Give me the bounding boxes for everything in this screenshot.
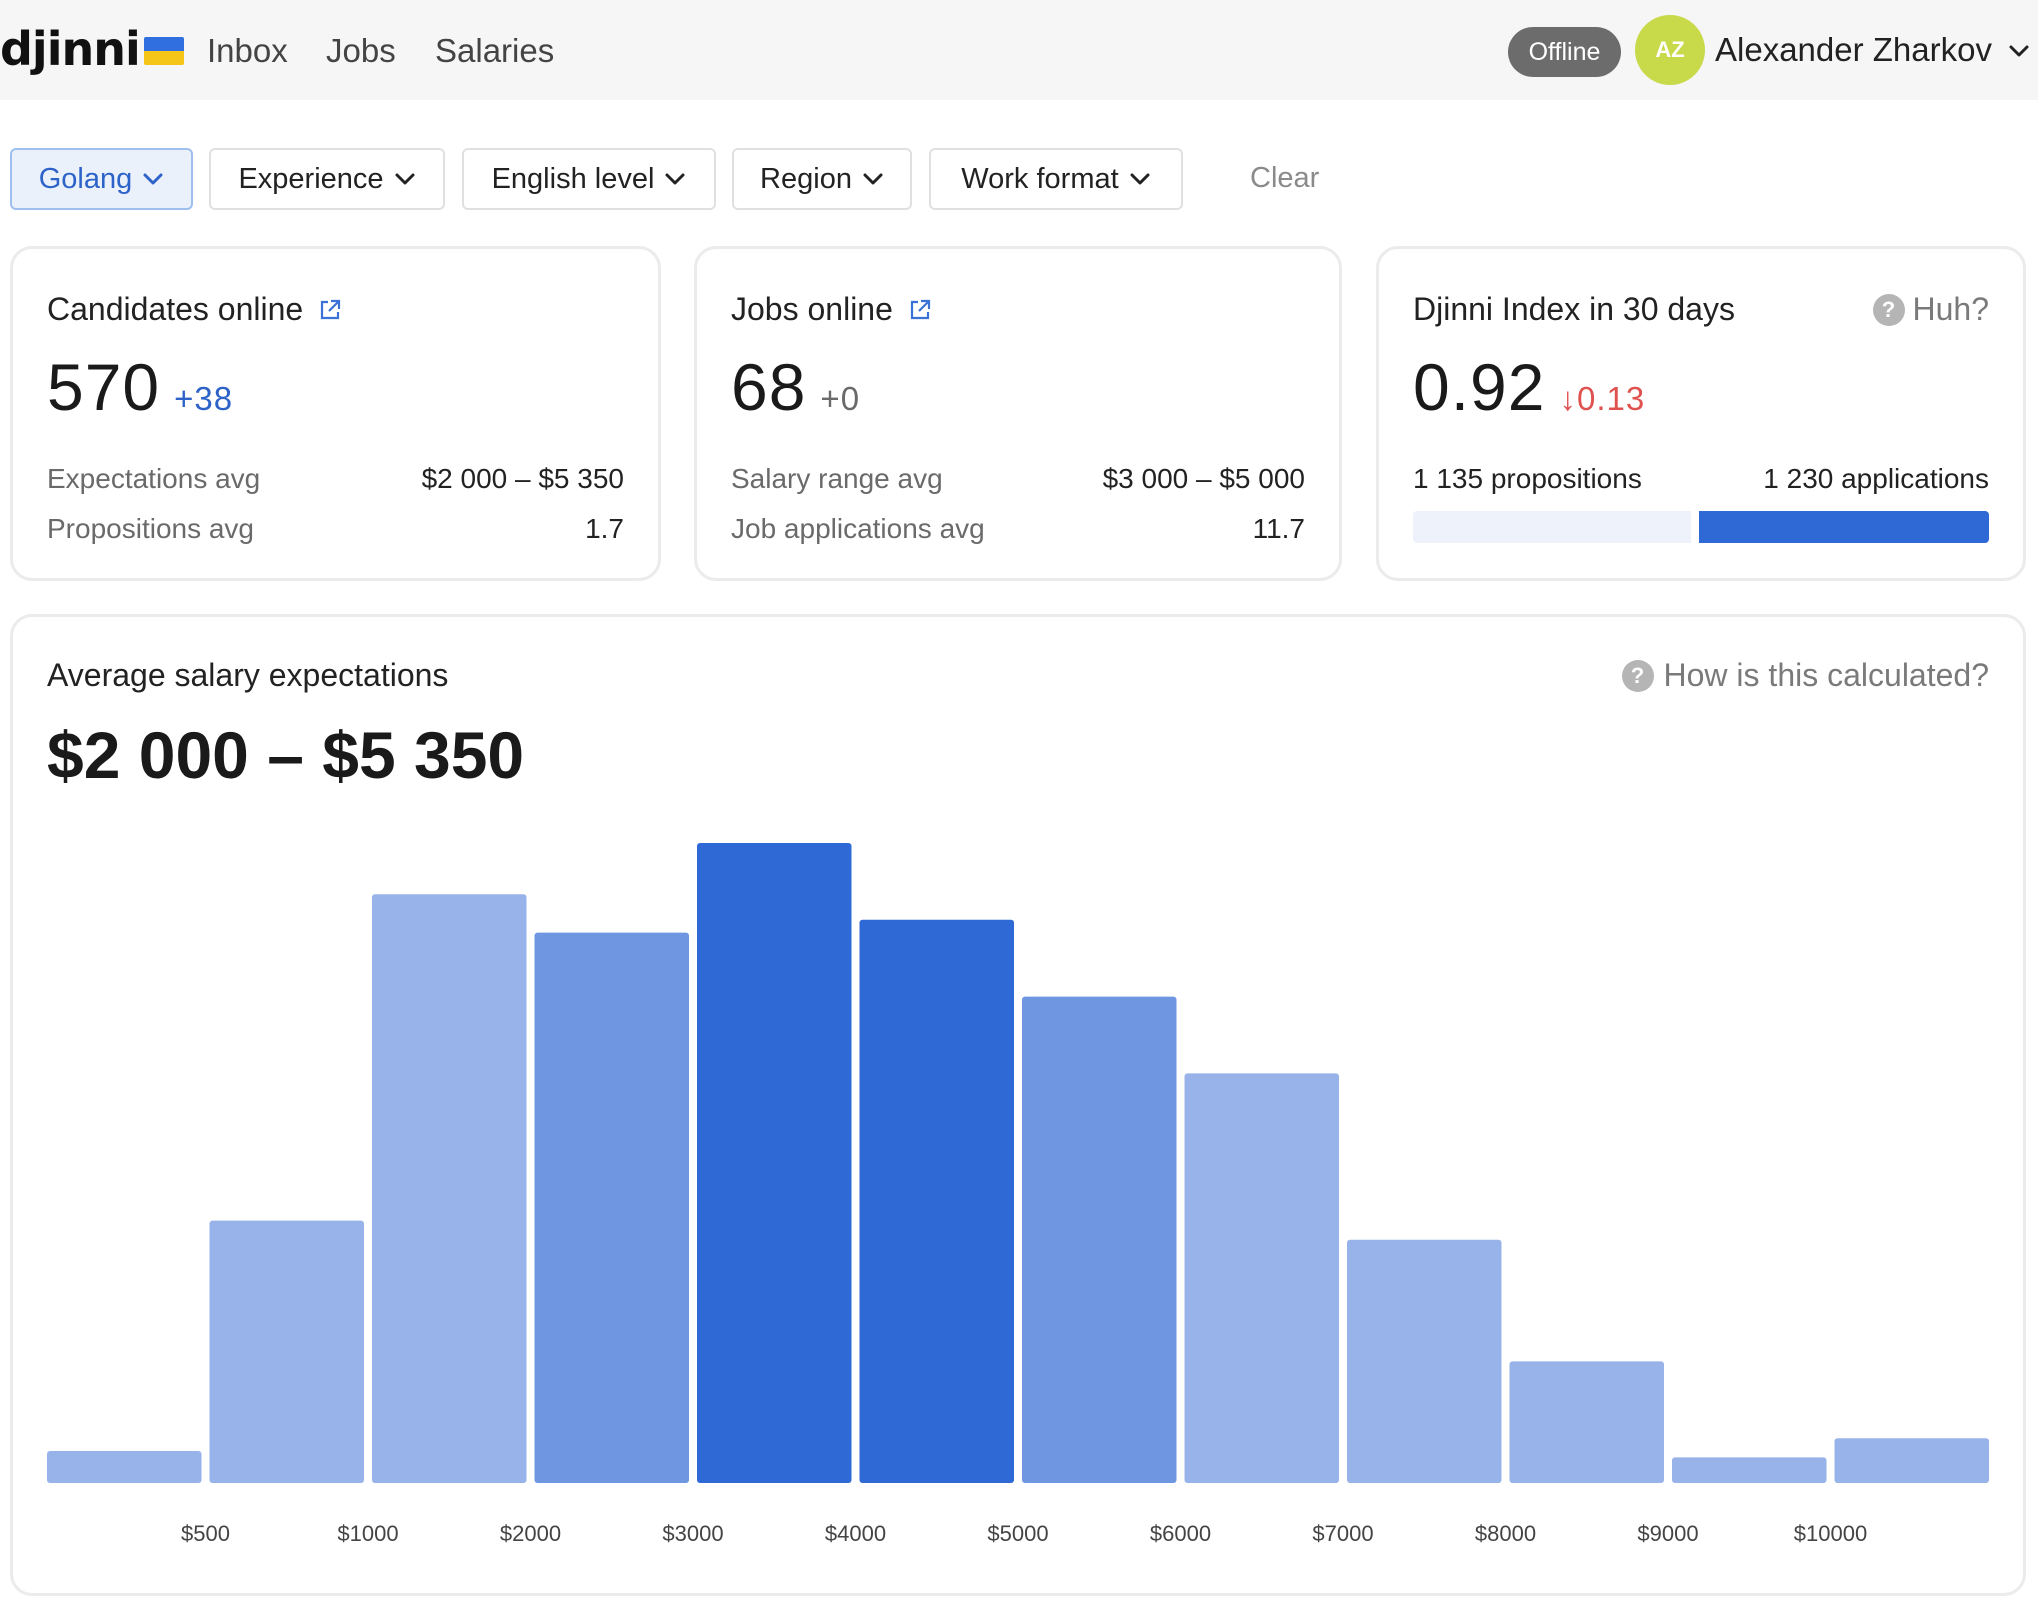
salary-card-title: Average salary expectations <box>47 657 449 693</box>
candidates-online-card: Candidates online 570 +38 Expectations av… <box>10 246 661 581</box>
salary-expectations-card: Average salary expectations ? How is thi… <box>10 614 2026 1596</box>
filter-label: Work format <box>961 162 1119 195</box>
x-tick-label: $1000 <box>337 1521 398 1546</box>
ukraine-flag-icon <box>143 37 184 65</box>
index-value: 0.92 ↓0.13 <box>1413 349 1645 425</box>
x-tick-label: $10000 <box>1794 1521 1867 1546</box>
count-value: 0.92 <box>1413 350 1546 424</box>
histogram-bar[interactable] <box>1834 1438 1990 1483</box>
card-title: Djinni Index in 30 days <box>1413 291 1735 327</box>
histogram-bar[interactable] <box>1672 1457 1827 1483</box>
expectations-avg-value: $2 000 – $5 350 <box>421 463 624 494</box>
filter-label: Region <box>760 162 852 195</box>
x-tick-label: $9000 <box>1637 1521 1698 1546</box>
applications-bar-segment <box>1699 511 1989 543</box>
histogram-bar[interactable] <box>1347 1239 1502 1483</box>
chevron-down-icon <box>665 173 685 185</box>
jobs-count: 68 +0 <box>731 349 860 425</box>
index-delta: ↓0.13 <box>1559 380 1646 417</box>
djinni-logo[interactable]: djinni <box>0 22 184 76</box>
status-badge[interactable]: Offline <box>1508 27 1621 77</box>
filter-experience[interactable]: Experience <box>209 148 445 210</box>
histogram-bar[interactable] <box>47 1451 202 1483</box>
top-navbar: djinni Inbox Jobs Salaries Offline AZ Al… <box>0 0 2038 100</box>
x-tick-label: $500 <box>181 1521 230 1546</box>
histogram-bar[interactable] <box>1184 1073 1340 1483</box>
salary-range-avg-label: Salary range avg <box>731 463 943 494</box>
nav-link-jobs[interactable]: Jobs <box>326 32 396 69</box>
x-tick-label: $2000 <box>500 1521 561 1546</box>
propositions-total: 1 135 propositions <box>1413 463 1642 494</box>
propositions-bar-segment <box>1413 511 1692 543</box>
job-applications-avg-value: 11.7 <box>1252 513 1305 544</box>
card-title: Jobs online <box>731 291 933 328</box>
histogram-bar[interactable] <box>534 932 690 1483</box>
histogram-bar[interactable] <box>372 894 527 1483</box>
chevron-down-icon <box>143 173 163 185</box>
salary-range-value: $2 000 – $5 350 <box>47 718 525 792</box>
question-icon: ? <box>1872 293 1905 326</box>
histogram-bar[interactable] <box>697 843 852 1483</box>
chevron-down-icon[interactable] <box>2008 40 2030 62</box>
x-tick-label: $3000 <box>662 1521 723 1546</box>
job-applications-avg-label: Job applications avg <box>731 513 985 544</box>
jobs-online-card: Jobs online 68 +0 Salary range avg $3 000… <box>694 246 1342 581</box>
nav-link-salaries[interactable]: Salaries <box>435 32 555 69</box>
histogram-bar[interactable] <box>859 919 1015 1483</box>
x-tick-label: $8000 <box>1475 1521 1536 1546</box>
applications-total: 1 230 applications <box>1763 463 1989 494</box>
djinni-index-card: Djinni Index in 30 days ? Huh? 0.92 ↓0.13… <box>1376 246 2026 581</box>
candidates-count: 570 +38 <box>47 349 233 425</box>
propositions-avg-label: Propositions avg <box>47 513 255 544</box>
card-title-text: Jobs online <box>731 291 893 327</box>
chevron-down-icon <box>1130 173 1150 185</box>
card-title-text: Candidates online <box>47 291 304 327</box>
x-tick-label: $6000 <box>1150 1521 1211 1546</box>
index-help-link[interactable]: ? Huh? <box>1872 291 1990 328</box>
help-text: Huh? <box>1912 291 1990 327</box>
question-icon: ? <box>1621 659 1654 692</box>
count-delta: +38 <box>174 380 234 417</box>
histogram-bar[interactable] <box>1509 1361 1665 1483</box>
help-text: How is this calculated? <box>1663 657 1989 693</box>
external-link-icon[interactable] <box>317 297 343 323</box>
filter-work-format[interactable]: Work format <box>929 148 1183 210</box>
expectations-avg-label: Expectations avg <box>47 463 261 494</box>
count-value: 570 <box>47 350 161 424</box>
filter-label: English level <box>491 162 655 195</box>
chevron-down-icon <box>863 173 883 185</box>
count-delta: +0 <box>820 380 861 417</box>
filter-english-level[interactable]: English level <box>462 148 716 210</box>
histogram-bar[interactable] <box>209 1220 365 1483</box>
salary-histogram: $500 $1000 $2000 $3000 $4000 $5000 $6000 $7000 $… <box>47 843 1990 1546</box>
histogram-bar[interactable] <box>1022 996 1177 1483</box>
count-value: 68 <box>731 350 807 424</box>
filter-golang[interactable]: Golang <box>10 148 193 210</box>
propositions-avg-value: 1.7 <box>585 513 624 544</box>
x-tick-label: $4000 <box>825 1521 886 1546</box>
external-link-icon[interactable] <box>907 297 933 323</box>
filter-label: Golang <box>38 162 133 195</box>
card-title: Candidates online <box>47 291 343 328</box>
user-menu-name[interactable]: Alexander Zharkov <box>1715 31 1992 68</box>
nav-link-inbox[interactable]: Inbox <box>207 32 288 69</box>
clear-filters-link[interactable]: Clear <box>1250 162 1320 194</box>
propositions-applications-bar <box>1413 511 1989 543</box>
chevron-down-icon <box>395 173 415 185</box>
how-calculated-link[interactable]: ? How is this calculated? <box>1621 657 1989 694</box>
filter-label: Experience <box>238 162 384 195</box>
x-tick-label: $5000 <box>987 1521 1048 1546</box>
salary-range-avg-value: $3 000 – $5 000 <box>1102 463 1305 494</box>
x-tick-label: $7000 <box>1312 1521 1373 1546</box>
filter-region[interactable]: Region <box>732 148 912 210</box>
logo-text: djinni <box>0 22 141 76</box>
avatar[interactable]: AZ <box>1635 15 1705 85</box>
